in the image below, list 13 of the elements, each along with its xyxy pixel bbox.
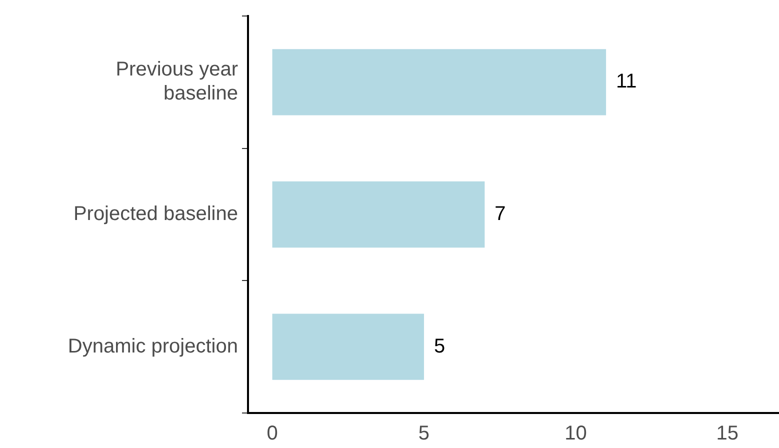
y-tick-label: Projected baseline bbox=[73, 203, 238, 226]
x-tick-label: 15 bbox=[716, 422, 739, 445]
x-tick-label: 10 bbox=[564, 422, 587, 445]
x-tick-label: 0 bbox=[266, 422, 278, 445]
data-label: 11 bbox=[616, 70, 637, 93]
data-label: 7 bbox=[494, 203, 506, 226]
data-label: 5 bbox=[434, 335, 446, 358]
y-tick-label: Dynamic projection bbox=[68, 335, 238, 358]
bar bbox=[272, 181, 485, 248]
x-tick-label: 5 bbox=[418, 422, 430, 445]
y-tick-label: Previous year baseline bbox=[116, 58, 238, 105]
bar bbox=[272, 49, 606, 116]
bar bbox=[272, 314, 424, 380]
